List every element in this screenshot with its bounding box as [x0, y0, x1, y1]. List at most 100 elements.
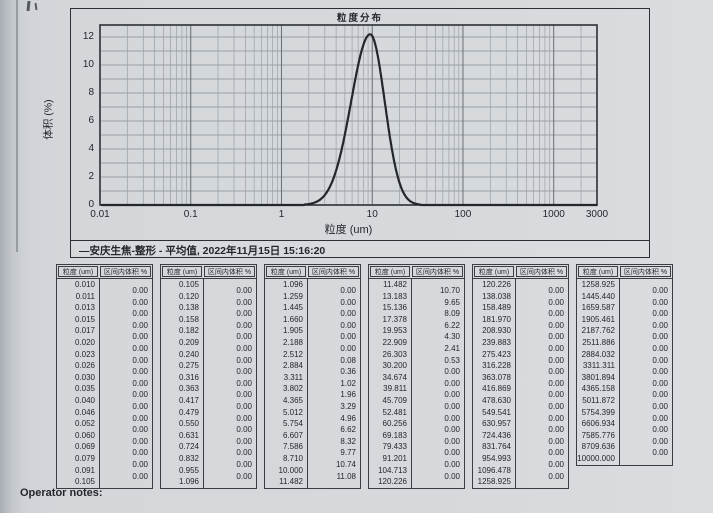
volume-cell: 0.00: [132, 459, 148, 469]
table-body: 120.226 138.038 158.489 181.970 208.930 239.8…: [473, 279, 568, 488]
size-cell: 5.754: [282, 419, 303, 429]
y-tick-label: 0: [88, 199, 94, 210]
size-cell: 0.955: [178, 465, 199, 475]
volume-cell: 0.00: [548, 343, 564, 353]
size-cell: 1.259: [282, 291, 303, 301]
size-cell: 10000.000: [577, 453, 615, 463]
volume-cell: 6.22: [444, 320, 460, 330]
size-cell: 0.120: [178, 291, 199, 301]
volume-cell: 0.00: [236, 297, 252, 307]
size-cell: 0.015: [74, 314, 95, 324]
size-cell: 22.909: [382, 337, 407, 347]
size-cell: 158.489: [482, 303, 511, 313]
volume-cell: 0.00: [236, 448, 252, 458]
table-body: 1258.925 1445.440 1659.587 1905.461 2187.762…: [577, 279, 672, 465]
volume-column-header: 区间内体积 %: [100, 266, 151, 277]
size-cell: 0.182: [178, 326, 199, 336]
x-tick-label: 1: [278, 209, 285, 220]
x-tick-label: 10: [366, 209, 378, 220]
size-cell: 0.479: [178, 407, 199, 417]
size-cell: 0.209: [178, 337, 199, 347]
size-cell: 0.724: [178, 442, 199, 452]
x-axis-label: 粒度 (um): [324, 224, 373, 236]
volume-cell: 0.00: [652, 436, 668, 446]
table-header: 粒度 (um) 区间内体积 %: [57, 265, 152, 279]
table-body: 11.482 13.183 15.136 17.378 19.953 22.909 26.3…: [369, 279, 464, 488]
size-cell: 45.709: [382, 395, 407, 405]
volume-cell: 0.00: [652, 320, 668, 330]
size-cell: 0.040: [74, 395, 95, 405]
volume-cell: 0.00: [340, 332, 356, 342]
volume-column-header: 区间内体积 %: [204, 266, 255, 277]
volume-cell: 0.00: [652, 401, 668, 411]
size-cell: 0.026: [74, 361, 95, 371]
volume-cell: 0.00: [548, 297, 564, 307]
volume-column-header: 区间内体积 %: [412, 266, 463, 277]
table-header: 粒度 (um) 区间内体积 %: [473, 265, 568, 279]
size-column-header: 粒度 (um): [474, 266, 514, 277]
table-header: 粒度 (um) 区间内体积 %: [577, 265, 672, 279]
size-cell: 831.764: [482, 442, 511, 452]
distribution-curve: [100, 33, 598, 207]
volume-cell: 0.00: [236, 320, 252, 330]
size-cell: 7585.776: [581, 430, 615, 440]
size-cell: 0.550: [178, 419, 199, 429]
table-header: 粒度 (um) 区间内体积 %: [161, 265, 256, 279]
size-cell: 17.378: [382, 314, 407, 324]
volume-cell: 0.00: [548, 320, 564, 330]
x-tick-label: 0.1: [183, 209, 198, 220]
size-table-6: 粒度 (um) 区间内体积 % 1258.925 1445.440 1659.587 19…: [576, 264, 673, 466]
size-column-header: 粒度 (um): [162, 266, 202, 277]
volume-cell: 0.00: [236, 367, 252, 377]
legend-text: —安庆生焦-整形 - 平均值, 2022年11月15日 15:16:20: [79, 245, 326, 257]
volume-cell: 0.36: [340, 367, 356, 377]
volume-cell: 0.00: [132, 355, 148, 365]
size-cell: 13.183: [382, 291, 407, 301]
volume-cell: 0.00: [652, 286, 668, 295]
volume-cell: 0.00: [132, 286, 148, 295]
volume-cell: 0.00: [132, 390, 148, 400]
volume-column-header: 区间内体积 %: [620, 266, 671, 277]
chart-title: 粒度分布: [336, 13, 383, 24]
volume-cell: 0.00: [548, 425, 564, 435]
size-column-header: 粒度 (um): [58, 266, 98, 277]
size-cell: 60.256: [382, 419, 407, 429]
volume-cell: 0.00: [444, 425, 460, 435]
size-cell: 1258.925: [477, 477, 511, 487]
volume-cell: 0.00: [236, 390, 252, 400]
volume-cell: 0.00: [132, 367, 148, 377]
volume-cell: 0.00: [548, 286, 564, 295]
size-cell: 0.052: [74, 419, 95, 429]
size-table-4: 粒度 (um) 区间内体积 % 11.482 13.183 15.136 17.378 19…: [368, 264, 465, 489]
y-tick-label: 2: [88, 171, 94, 182]
size-column-header: 粒度 (um): [578, 266, 618, 277]
volume-cell: 8.32: [340, 436, 356, 446]
volume-cell: 0.00: [444, 436, 460, 446]
size-cell: 0.020: [74, 337, 95, 347]
y-tick-label: 8: [88, 87, 94, 99]
size-cell: 3.802: [282, 384, 303, 394]
volume-cell: 0.00: [548, 355, 564, 365]
size-cell: 11.482: [383, 280, 407, 289]
size-cell: 0.060: [74, 430, 95, 440]
volume-cell: 10.74: [335, 459, 356, 469]
volume-cell: 0.00: [548, 332, 564, 342]
volume-cell: 0.00: [548, 390, 564, 400]
volume-cell: 0.00: [236, 436, 252, 446]
volume-cell: 0.00: [340, 320, 356, 330]
volume-cell: 0.00: [548, 401, 564, 411]
size-cell: 120.226: [378, 477, 407, 487]
volume-cell: 0.00: [132, 343, 148, 353]
volume-cell: 0.00: [652, 332, 668, 342]
size-cell: 1.445: [282, 303, 303, 313]
volume-cell: 0.00: [652, 413, 668, 423]
table-body: 1.096 1.259 1.445 1.660 1.905 2.188 2.512 2.884…: [265, 279, 360, 488]
size-cell: 316.228: [482, 361, 511, 371]
size-cell: 0.030: [74, 372, 95, 382]
volume-cell: 0.00: [548, 378, 564, 388]
size-cell: 0.023: [74, 349, 95, 359]
volume-cell: 0.00: [444, 448, 460, 458]
volume-cell: 0.00: [652, 448, 668, 458]
volume-cell: 0.00: [132, 425, 148, 435]
volume-cell: 10.70: [439, 286, 460, 295]
